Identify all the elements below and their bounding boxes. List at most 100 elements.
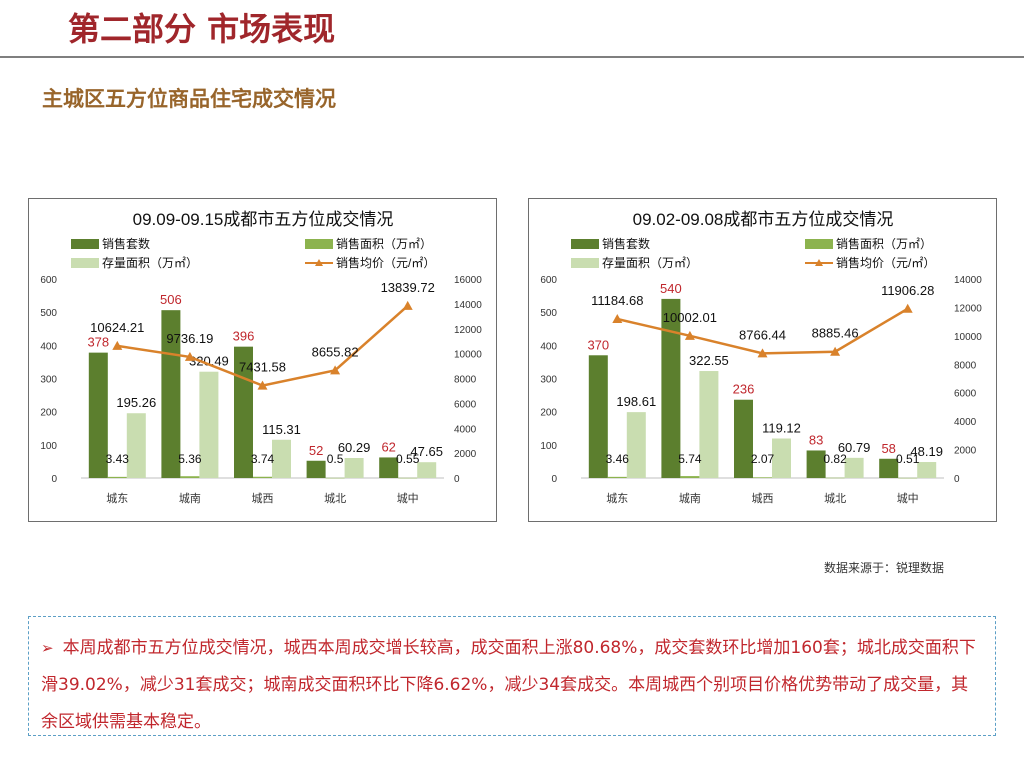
price-marker [757, 348, 768, 358]
bar-stock [272, 439, 291, 478]
y2-tick-label: 16000 [454, 275, 482, 286]
bar-area [325, 477, 345, 479]
x-category-label: 城北 [824, 492, 846, 505]
y2-tick-label: 2000 [454, 449, 477, 460]
bar-area [107, 476, 127, 478]
y2-tick-label: 12000 [954, 303, 982, 314]
x-category-label: 城西 [752, 492, 774, 505]
bar-stock [199, 371, 219, 478]
stock-data-label: 115.31 [262, 422, 301, 437]
bar-units [879, 458, 899, 478]
chart-title: 09.09-09.15成都市五方位成交情况 [133, 210, 394, 229]
y2-tick-label: 12000 [454, 325, 482, 336]
price-data-label: 8766.44 [739, 327, 786, 342]
bar-units [588, 355, 608, 478]
stock-data-label: 60.79 [838, 440, 871, 455]
price-marker [184, 351, 195, 361]
bar-area [898, 477, 918, 479]
y2-tick-label: 10000 [454, 350, 482, 361]
legend-stock-swatch [571, 258, 599, 268]
price-marker [902, 303, 913, 313]
summary-box: ➢ 本周成都市五方位成交情况，城西本周成交增长较高，成交面积上涨80.68%，成交… [28, 616, 996, 736]
y2-tick-label: 10000 [954, 332, 982, 343]
price-marker [684, 330, 695, 340]
bar-stock [344, 458, 364, 478]
y2-tick-label: 4000 [954, 417, 977, 428]
bar-area [680, 476, 700, 478]
price-data-label: 11184.68 [591, 293, 643, 308]
y-tick-label: 500 [540, 308, 557, 319]
bar-area [753, 477, 772, 478]
x-category-label: 城南 [179, 492, 201, 505]
x-category-label: 城北 [324, 492, 346, 505]
legend-stock-label: 存量面积（万㎡） [602, 256, 698, 270]
price-marker [402, 300, 413, 310]
legend-units-swatch [571, 239, 599, 249]
y-tick-label: 0 [551, 474, 557, 485]
legend-area-label: 销售面积（万㎡） [836, 236, 932, 251]
legend-units-swatch [71, 239, 99, 249]
chart-title: 09.02-09.08成都市五方位成交情况 [633, 210, 894, 229]
units-data-label: 396 [233, 329, 255, 344]
legend-area-label: 销售面积（万㎡） [336, 236, 432, 251]
price-data-label: 10002.01 [663, 310, 717, 325]
section-subtitle: 主城区五方位商品住宅成交情况 [42, 87, 336, 111]
y-tick-label: 500 [40, 308, 57, 319]
y2-tick-label: 14000 [954, 275, 982, 286]
price-marker [830, 346, 841, 356]
price-marker [330, 365, 341, 375]
y-tick-label: 100 [540, 441, 557, 452]
x-category-label: 城中 [897, 492, 919, 505]
x-category-label: 城中 [397, 492, 419, 505]
price-marker [612, 314, 623, 324]
y2-tick-label: 8000 [954, 360, 977, 371]
bar-area [398, 477, 418, 479]
bar-units [806, 450, 826, 478]
units-data-label: 52 [309, 443, 323, 458]
bar-stock [126, 413, 146, 478]
stock-data-label: 198.61 [616, 394, 656, 409]
bar-units [306, 460, 326, 478]
bar-area [180, 476, 200, 478]
bar-units [88, 352, 108, 478]
legend-area-swatch [805, 239, 833, 249]
units-data-label: 506 [160, 292, 182, 307]
area-data-label: 2.07 [751, 452, 775, 466]
area-data-label: 0.5 [327, 452, 344, 466]
stock-data-label: 320.49 [189, 354, 229, 369]
y2-tick-label: 4000 [454, 424, 477, 435]
y2-tick-label: 6000 [454, 399, 477, 410]
price-data-label: 11906.28 [881, 283, 934, 298]
bar-stock [626, 412, 646, 478]
units-data-label: 62 [381, 439, 395, 454]
price-data-label: 9736.19 [166, 331, 213, 346]
bar-area [825, 477, 845, 479]
stock-data-label: 47.65 [410, 444, 443, 459]
y-tick-label: 300 [40, 375, 57, 386]
area-data-label: 3.74 [251, 452, 275, 466]
legend-units-label: 销售套数 [102, 236, 150, 251]
legend-price-label: 销售均价（元/㎡） [836, 255, 935, 270]
price-data-label: 13839.72 [381, 280, 435, 295]
y-tick-label: 300 [540, 375, 557, 386]
bar-units [661, 298, 681, 478]
y2-tick-label: 0 [954, 474, 960, 485]
y-tick-label: 0 [51, 474, 57, 485]
area-data-label: 3.46 [606, 452, 630, 466]
y-tick-label: 600 [40, 275, 57, 286]
y2-tick-label: 8000 [454, 375, 477, 386]
stock-data-label: 48.19 [910, 444, 943, 459]
legend-area-swatch [305, 239, 333, 249]
bar-stock [917, 462, 937, 478]
y2-tick-label: 2000 [954, 446, 977, 457]
units-data-label: 236 [733, 382, 755, 397]
arrow-bullet-icon: ➢ [41, 639, 54, 657]
y-tick-label: 400 [540, 341, 557, 352]
bar-area [253, 476, 272, 478]
units-data-label: 58 [881, 441, 895, 456]
price-marker [257, 380, 268, 390]
units-data-label: 540 [660, 281, 682, 296]
bar-area [607, 476, 627, 478]
bar-stock [699, 371, 719, 478]
